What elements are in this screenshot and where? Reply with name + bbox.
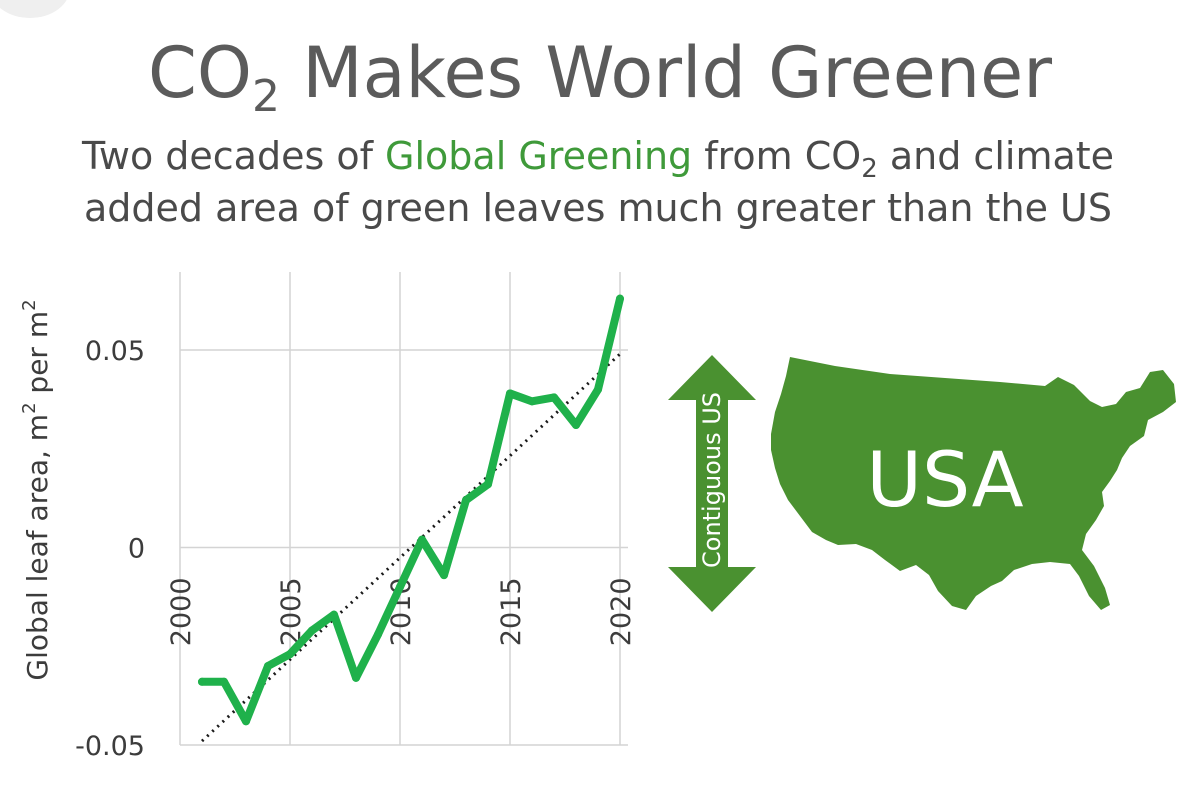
y-tick-label: 0.05: [85, 336, 145, 367]
global-greening-highlight: Global Greening: [385, 134, 692, 178]
data-point-2020: [616, 294, 624, 303]
page-title: CO2 Makes World Greener: [148, 32, 1052, 122]
leaf-area-chart: 0.050-0.05 2000 2005 2010 2015 2020 Global l…: [19, 272, 637, 762]
data-point-2016: [528, 397, 536, 406]
x-tick-label: 2020: [606, 578, 637, 647]
data-point-2006: [308, 626, 316, 635]
subtitle-line-2: added area of green leaves much greater …: [84, 186, 1112, 230]
data-point-2008: [352, 673, 360, 682]
data-point-2015: [506, 389, 514, 398]
y-tick-labels: 0.05 0 -0.05: [75, 336, 145, 762]
contiguous-us-arrow: Contiguous US: [668, 355, 756, 612]
data-point-2014: [484, 480, 492, 489]
data-point-2012: [440, 571, 448, 580]
data-point-2003: [242, 717, 250, 726]
data-point-2009: [374, 630, 382, 639]
subtitle-line-1: Two decades of Global Greening from CO2 …: [81, 134, 1114, 184]
data-points: [198, 294, 624, 726]
data-point-2007: [330, 610, 338, 619]
data-point-2018: [572, 421, 580, 430]
data-point-2013: [462, 496, 470, 505]
usa-silhouette-icon: [771, 357, 1176, 610]
x-tick-labels: 2000 2005 2010 2015 2020: [166, 578, 637, 647]
y-axis-label: Global leaf area, m2 per m2: [19, 299, 54, 680]
data-point-2019: [594, 385, 602, 394]
usa-label: USA: [866, 435, 1023, 524]
data-point-2011: [418, 535, 426, 544]
data-point-2005: [286, 650, 294, 659]
data-point-2010: [396, 583, 404, 591]
y-tick-label: -0.05: [75, 731, 145, 762]
usa-map: USA: [771, 357, 1176, 610]
x-tick-label: 2015: [496, 578, 527, 647]
horizontal-gridlines: [180, 349, 628, 746]
data-point-2002: [220, 677, 228, 686]
title-subscript: 2: [252, 71, 280, 122]
x-tick-label: 2000: [166, 578, 197, 647]
leaf-area-series-line: [198, 294, 624, 726]
vertical-gridlines: [179, 272, 621, 745]
x-tick-label: 2005: [276, 578, 307, 647]
y-tick-label: 0: [128, 534, 145, 565]
arrow-label: Contiguous US: [698, 392, 726, 568]
double-arrow-icon: [668, 355, 756, 612]
data-point-2001: [198, 677, 206, 686]
data-point-2004: [264, 662, 272, 670]
data-point-2017: [550, 393, 558, 402]
